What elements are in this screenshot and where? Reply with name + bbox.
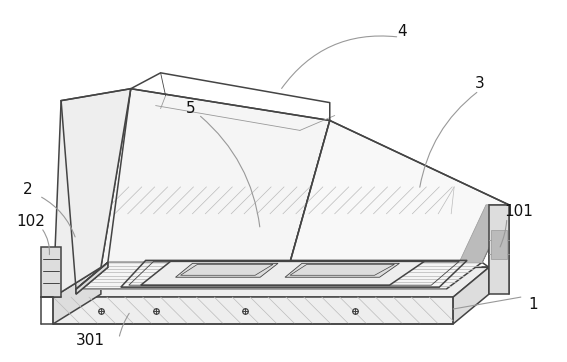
- Polygon shape: [53, 267, 489, 297]
- Polygon shape: [141, 261, 424, 285]
- Text: 102: 102: [16, 214, 45, 229]
- Polygon shape: [459, 205, 509, 262]
- Polygon shape: [489, 205, 509, 294]
- Text: 1: 1: [529, 296, 539, 312]
- FancyArrowPatch shape: [420, 92, 477, 187]
- Polygon shape: [101, 89, 330, 267]
- Polygon shape: [76, 262, 108, 294]
- FancyArrowPatch shape: [201, 116, 260, 227]
- Text: 5: 5: [185, 101, 195, 116]
- FancyArrowPatch shape: [500, 220, 507, 247]
- FancyArrowPatch shape: [120, 313, 129, 336]
- Polygon shape: [76, 262, 108, 294]
- FancyArrowPatch shape: [43, 230, 49, 254]
- Text: 101: 101: [504, 204, 533, 219]
- Polygon shape: [53, 297, 453, 324]
- Polygon shape: [76, 187, 454, 214]
- Polygon shape: [53, 89, 131, 297]
- Polygon shape: [290, 121, 509, 262]
- Polygon shape: [180, 264, 273, 275]
- Polygon shape: [491, 230, 507, 260]
- Text: 301: 301: [76, 333, 105, 348]
- Polygon shape: [176, 264, 278, 277]
- Polygon shape: [53, 267, 101, 324]
- FancyArrowPatch shape: [282, 36, 397, 88]
- Text: 3: 3: [475, 76, 485, 91]
- Text: 4: 4: [397, 24, 407, 39]
- Text: 2: 2: [23, 182, 33, 197]
- Polygon shape: [453, 267, 489, 324]
- Polygon shape: [285, 264, 399, 277]
- Polygon shape: [41, 248, 61, 297]
- Polygon shape: [76, 262, 482, 289]
- Polygon shape: [290, 264, 395, 275]
- FancyArrowPatch shape: [41, 197, 75, 237]
